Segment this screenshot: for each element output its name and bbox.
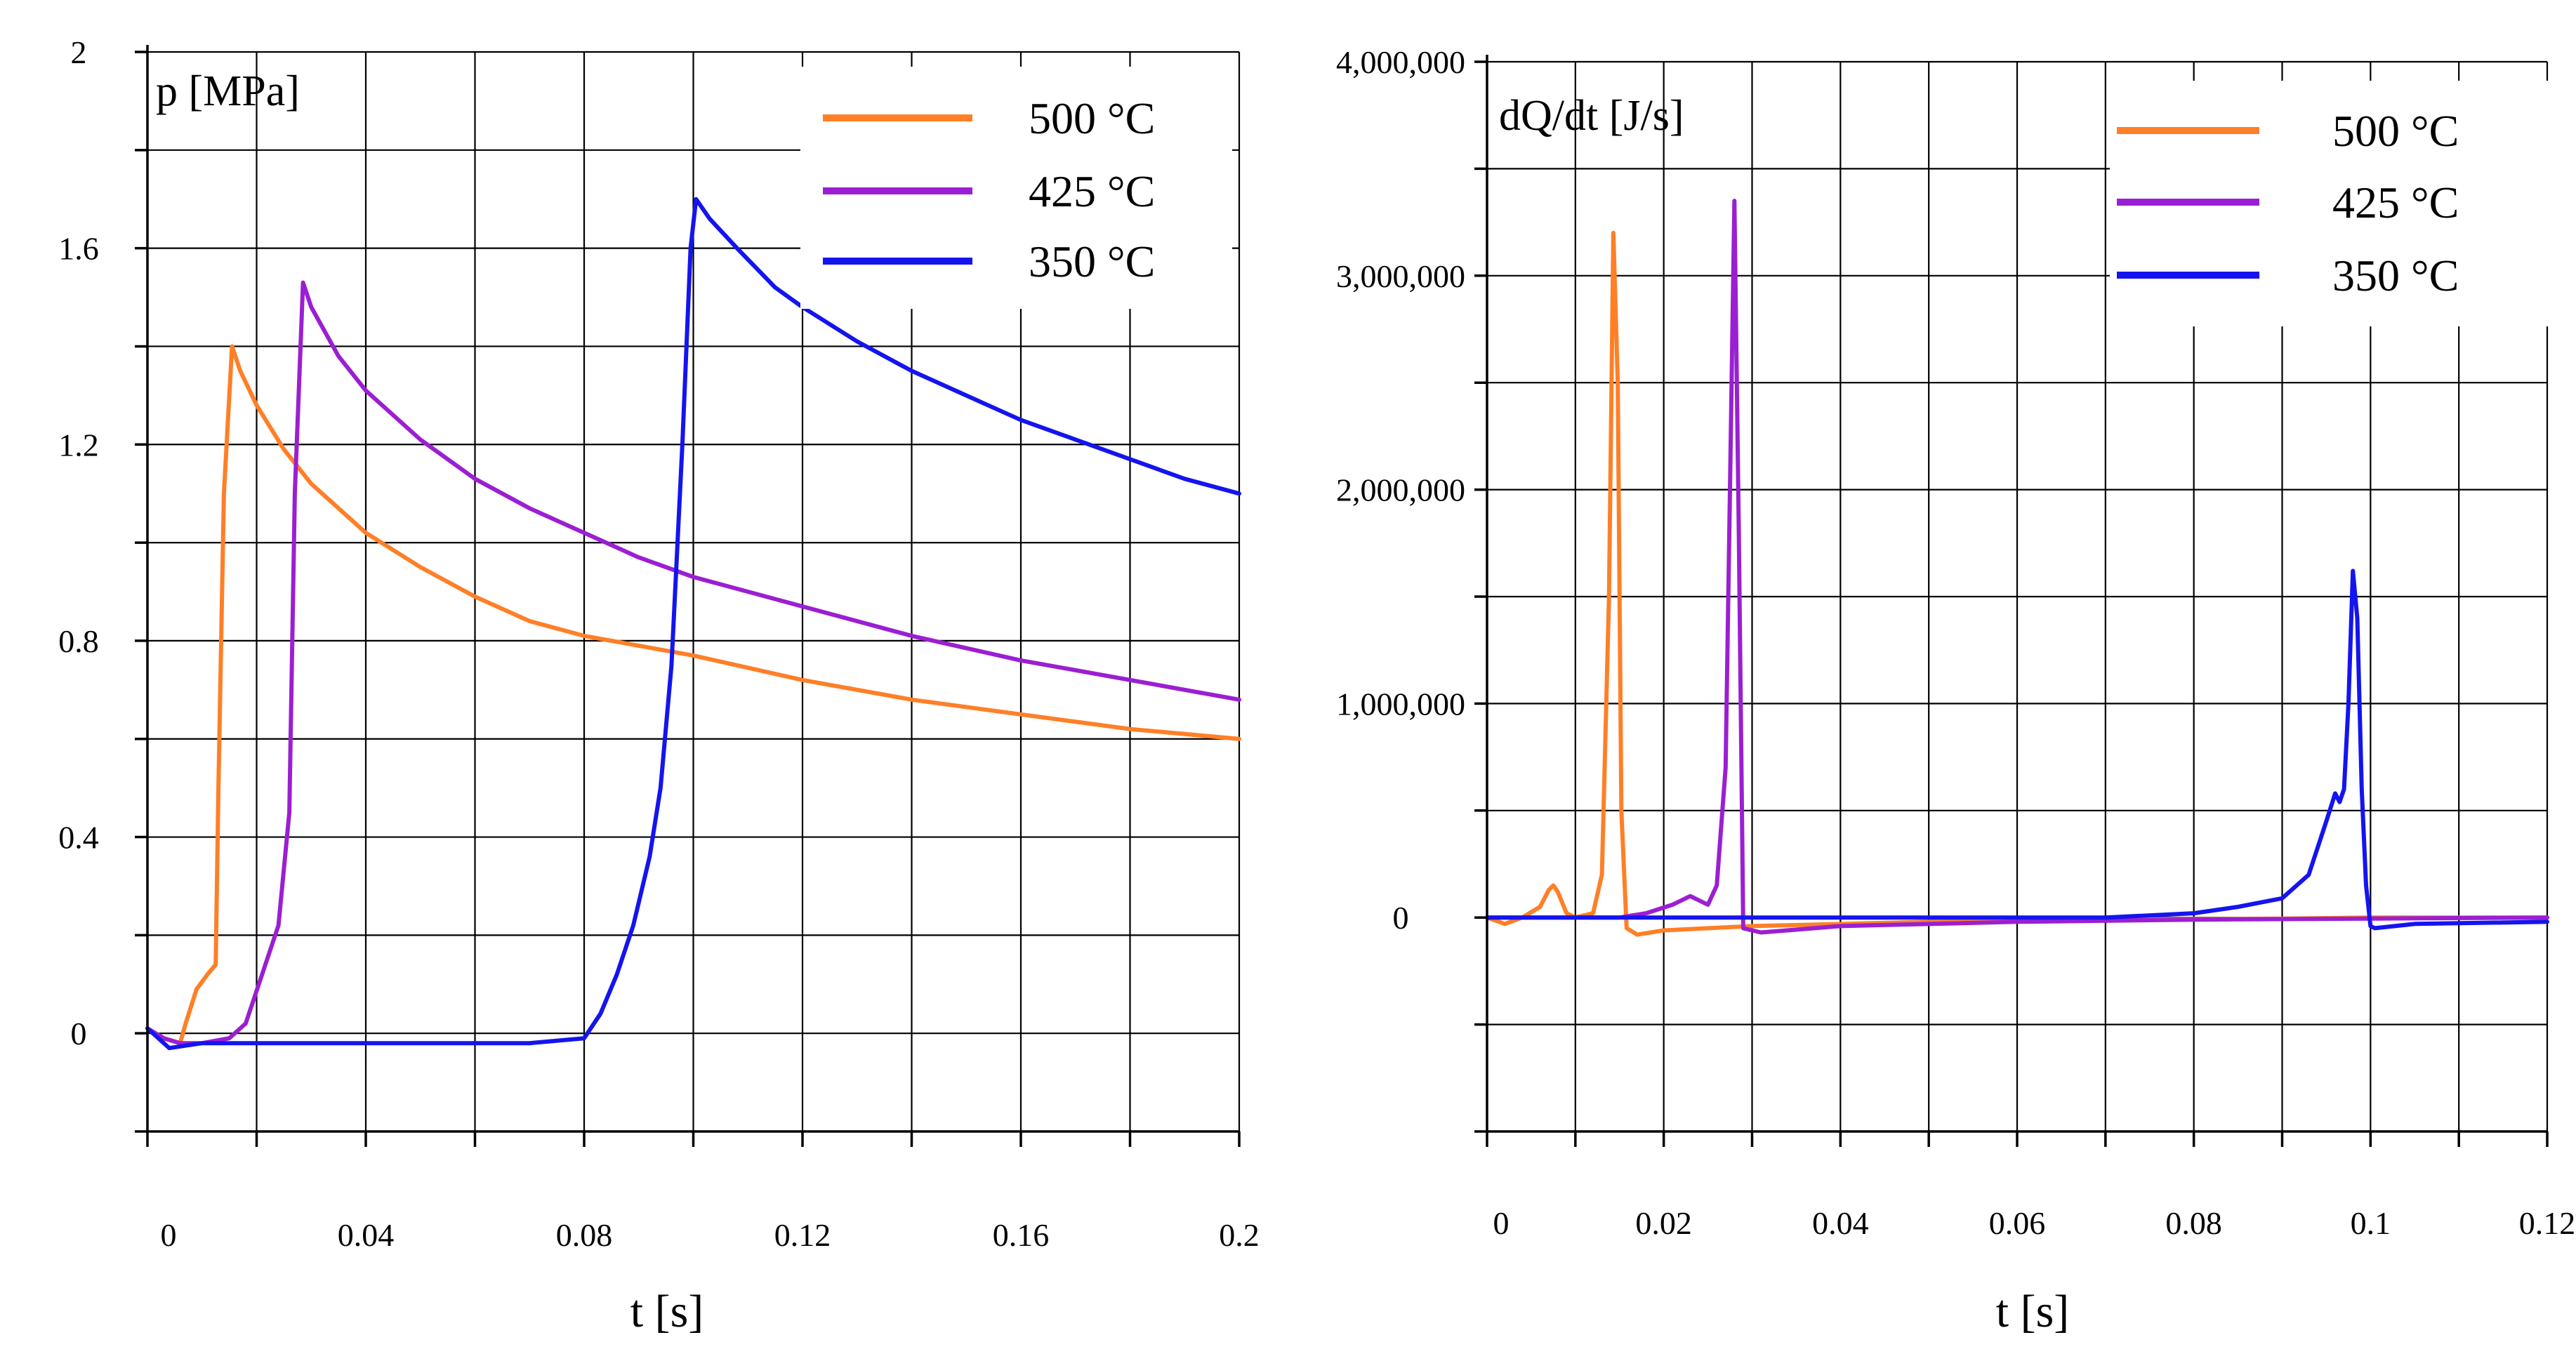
- pressure-y-tick-label: 1.2: [58, 427, 99, 463]
- pressure-y-tick-label: 0: [71, 1016, 87, 1051]
- pressure-legend: 500 °C 425 °C 350 °C: [800, 67, 1232, 309]
- heat-release-x-tick-label: 0.12: [2519, 1205, 2576, 1241]
- heat-release-x-axis-label: t [s]: [1996, 1286, 2069, 1337]
- heat-release-x-tick-label: 0: [1493, 1205, 1510, 1241]
- heat-release-x-tick-label: 0.08: [2165, 1205, 2222, 1241]
- pressure-legend-label-425: 425 °C: [1029, 166, 1155, 216]
- heat-release-y-axis-label: dQ/dt [J/s]: [1499, 92, 1684, 140]
- pressure-y-tick-label: 0.8: [58, 623, 99, 659]
- pressure-x-tick-label: 0.16: [993, 1217, 1050, 1253]
- pressure-y-tick-label: 0.4: [58, 820, 99, 856]
- heat-release-x-tick-label: 0.06: [1989, 1205, 2046, 1241]
- pressure-chart: 0 0.4 0.8 1.2 1.6 2 0 0.04 0.08 0.12 0.16 0.2 p [MP…: [58, 34, 1260, 1337]
- heat-release-y-tick-label: 4,000,000: [1336, 44, 1465, 80]
- heat-release-legend-label-425: 425 °C: [2332, 178, 2459, 227]
- heat-release-legend: 500 °C 425 °C 350 °C: [2110, 81, 2563, 326]
- heat-release-x-tick-label: 0.1: [2351, 1205, 2391, 1241]
- pressure-y-axis-label: p [MPa]: [156, 67, 300, 115]
- heat-release-series-line-2: [1485, 569, 2549, 931]
- pressure-y-tick-label: 1.6: [58, 231, 99, 267]
- heat-release-y-tick-label: 2,000,000: [1336, 472, 1465, 508]
- heat-release-x-tick-label: 0.02: [1635, 1205, 1692, 1241]
- pressure-x-tick-label: 0.12: [774, 1217, 831, 1253]
- pressure-y-tick-label: 2: [71, 34, 87, 70]
- pressure-x-tick-label: 0.04: [338, 1217, 395, 1253]
- pressure-series: [145, 197, 1241, 1051]
- heat-release-y-tick-label: 0: [1393, 900, 1409, 936]
- heat-release-series: [1485, 199, 2549, 937]
- heat-release-axes: [1474, 55, 2549, 1147]
- heat-release-tick-labels: 0 1,000,000 2,000,000 3,000,000 4,000,000 0 0.…: [1336, 44, 2575, 1241]
- pressure-series-line-1: [145, 280, 1241, 1046]
- pressure-x-tick-label: 0: [161, 1217, 177, 1253]
- pressure-legend-label-350: 350 °C: [1029, 237, 1155, 286]
- heat-release-legend-label-350: 350 °C: [2332, 251, 2459, 300]
- pressure-tick-labels: 0 0.4 0.8 1.2 1.6 2 0 0.04 0.08 0.12 0.16 0.2: [58, 34, 1260, 1253]
- heat-release-y-tick-label: 1,000,000: [1336, 686, 1465, 722]
- pressure-axes: [135, 45, 1241, 1147]
- pressure-legend-label-500: 500 °C: [1029, 93, 1155, 143]
- heat-release-x-tick-label: 0.04: [1812, 1205, 1869, 1241]
- pressure-series-line-2: [145, 197, 1241, 1051]
- pressure-x-tick-label: 0.2: [1219, 1217, 1260, 1253]
- heat-release-y-tick-label: 3,000,000: [1336, 258, 1465, 294]
- heat-release-legend-label-500: 500 °C: [2332, 106, 2459, 156]
- pressure-x-tick-label: 0.08: [556, 1217, 613, 1253]
- heat-release-chart: 0 1,000,000 2,000,000 3,000,000 4,000,000 0 0.…: [1336, 44, 2575, 1337]
- pressure-x-axis-label: t [s]: [630, 1286, 704, 1337]
